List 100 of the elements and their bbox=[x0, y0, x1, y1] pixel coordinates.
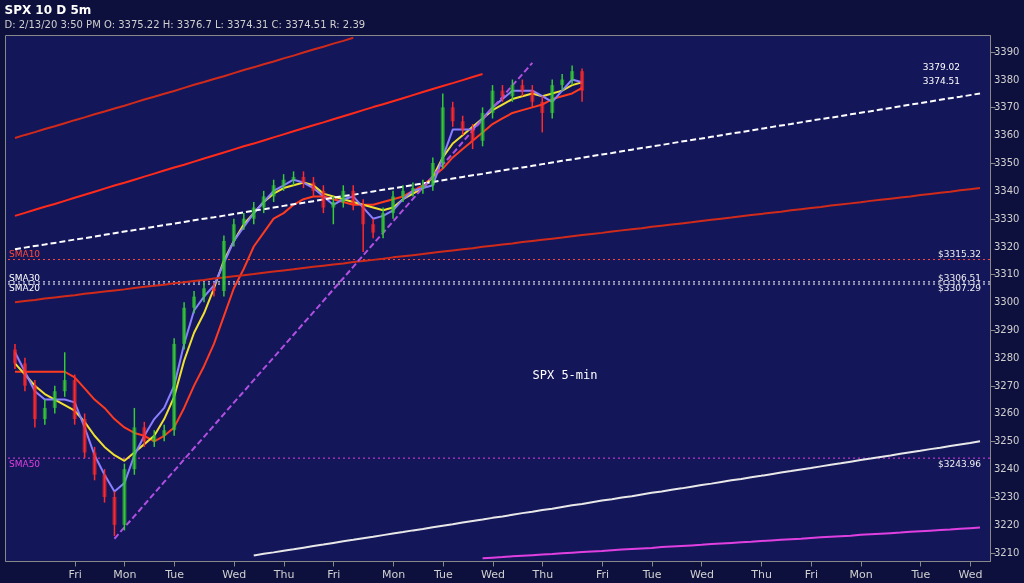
candlestick bbox=[480, 106, 485, 148]
x-tick-label: Thu bbox=[272, 567, 295, 581]
annotation: $3306.51 bbox=[938, 273, 981, 284]
y-tick-label: 3380 bbox=[994, 73, 1020, 85]
candlestick bbox=[62, 351, 67, 398]
candlestick bbox=[12, 343, 17, 370]
x-tick-label: Mon bbox=[849, 567, 873, 581]
line-series bbox=[13, 36, 355, 139]
candlestick bbox=[52, 384, 57, 415]
annotation: $3243.96 bbox=[938, 459, 982, 470]
line-series bbox=[13, 92, 982, 251]
ref-line-label: SMA30 bbox=[9, 273, 41, 284]
candlestick bbox=[221, 234, 226, 298]
candlestick bbox=[560, 73, 565, 92]
candlestick bbox=[460, 114, 465, 136]
candlestick bbox=[450, 101, 455, 128]
candlestick bbox=[122, 462, 127, 532]
ref-line-label: SMA50 bbox=[9, 459, 41, 470]
x-tick-label: Fri bbox=[595, 567, 610, 581]
y-tick-label: 3320 bbox=[994, 240, 1020, 252]
candlestick bbox=[271, 178, 276, 203]
candlestick bbox=[490, 84, 495, 120]
candlestick bbox=[72, 373, 77, 426]
y-tick-label: 3280 bbox=[994, 351, 1020, 363]
y-tick-label: 3370 bbox=[994, 101, 1020, 113]
line-series bbox=[481, 526, 982, 560]
candlestick bbox=[331, 195, 336, 225]
y-tick-label: 3300 bbox=[994, 296, 1020, 308]
candlestick bbox=[251, 201, 256, 225]
ref-line-label: SMA20 bbox=[9, 282, 41, 293]
y-tick-label: 3240 bbox=[994, 463, 1020, 475]
candlestick bbox=[22, 357, 27, 392]
x-tick-label: Thu bbox=[531, 567, 554, 581]
candlestick bbox=[510, 78, 515, 103]
line-series bbox=[13, 72, 484, 217]
x-tick-label: Thu bbox=[750, 567, 772, 581]
y-tick-label: 3220 bbox=[994, 518, 1020, 530]
y-tick-label: 3260 bbox=[994, 407, 1020, 419]
candlestick bbox=[530, 84, 535, 109]
y-tick-label: 3360 bbox=[994, 129, 1020, 141]
y-tick-label: 3330 bbox=[994, 212, 1020, 224]
y-tick-label: 3250 bbox=[994, 435, 1020, 447]
x-tick-label: Tue bbox=[164, 567, 185, 581]
candlestick bbox=[371, 217, 376, 239]
y-tick-label: 3230 bbox=[994, 490, 1020, 502]
line-series bbox=[113, 61, 534, 540]
candlestick bbox=[32, 379, 37, 429]
x-tick-label: Fri bbox=[804, 567, 818, 581]
candlestick bbox=[192, 290, 197, 315]
y-tick-label: 3310 bbox=[994, 268, 1020, 280]
candlestick bbox=[112, 490, 117, 537]
chart-title: SPX 10 D 5m bbox=[4, 3, 92, 17]
x-tick-label: Fri bbox=[327, 567, 341, 581]
y-tick-label: 3270 bbox=[994, 379, 1020, 391]
candlestick bbox=[211, 281, 216, 298]
x-tick-label: Mon bbox=[381, 567, 406, 581]
x-tick-label: Wed bbox=[689, 567, 714, 581]
x-tick-label: Wed bbox=[481, 567, 506, 581]
x-tick-label: Wed bbox=[222, 567, 247, 581]
candlestick bbox=[261, 190, 266, 214]
annotation: $3307.29 bbox=[938, 282, 982, 293]
candlestick bbox=[470, 123, 475, 150]
candlestick bbox=[540, 95, 545, 134]
line-series bbox=[252, 440, 982, 557]
candlestick bbox=[132, 407, 137, 476]
candlestick bbox=[82, 412, 87, 459]
candlestick bbox=[430, 156, 435, 192]
x-tick-label: Mon bbox=[113, 567, 137, 581]
x-tick-label: Tue bbox=[641, 567, 662, 581]
y-tick-label: 3340 bbox=[994, 184, 1020, 196]
x-tick-label: Tue bbox=[910, 567, 931, 581]
candlestick bbox=[341, 184, 346, 209]
y-tick-label: 3210 bbox=[994, 546, 1020, 558]
annotation: 3379.02 bbox=[922, 62, 960, 72]
candlestick bbox=[580, 67, 585, 103]
candlestick bbox=[102, 468, 107, 504]
candlestick bbox=[311, 176, 316, 198]
candlestick bbox=[182, 301, 187, 351]
y-tick-label: 3290 bbox=[994, 324, 1020, 336]
candlestick bbox=[440, 92, 445, 170]
annotation: SPX 5-min bbox=[532, 368, 598, 382]
candlestick bbox=[142, 421, 147, 448]
x-tick-label: Wed bbox=[958, 567, 983, 581]
candlestick bbox=[231, 217, 236, 248]
candlestick bbox=[202, 281, 207, 303]
candlestick bbox=[172, 337, 177, 437]
x-tick-label: Fri bbox=[68, 567, 82, 581]
candlestick bbox=[550, 78, 555, 120]
x-tick-label: Tue bbox=[432, 567, 453, 581]
y-tick-label: 3350 bbox=[994, 157, 1020, 169]
candlestick bbox=[570, 64, 575, 86]
chart-subtitle: D: 2/13/20 3:50 PM O: 3375.22 H: 3376.7 L: 3374.31 C: 3374.51 R: 2.39 bbox=[4, 19, 366, 30]
candlestick bbox=[361, 198, 366, 253]
annotation: 3374.51 bbox=[922, 76, 960, 86]
candlestick bbox=[162, 423, 167, 443]
candlestick bbox=[92, 446, 97, 482]
annotation: $3315.32 bbox=[938, 248, 981, 259]
candlestick bbox=[400, 184, 405, 203]
y-tick-label: 3390 bbox=[994, 45, 1020, 57]
candlestick bbox=[321, 184, 326, 214]
